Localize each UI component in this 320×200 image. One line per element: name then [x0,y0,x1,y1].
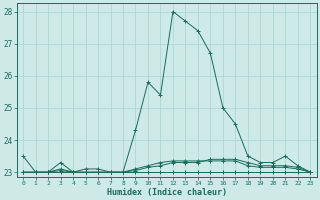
X-axis label: Humidex (Indice chaleur): Humidex (Indice chaleur) [107,188,227,197]
